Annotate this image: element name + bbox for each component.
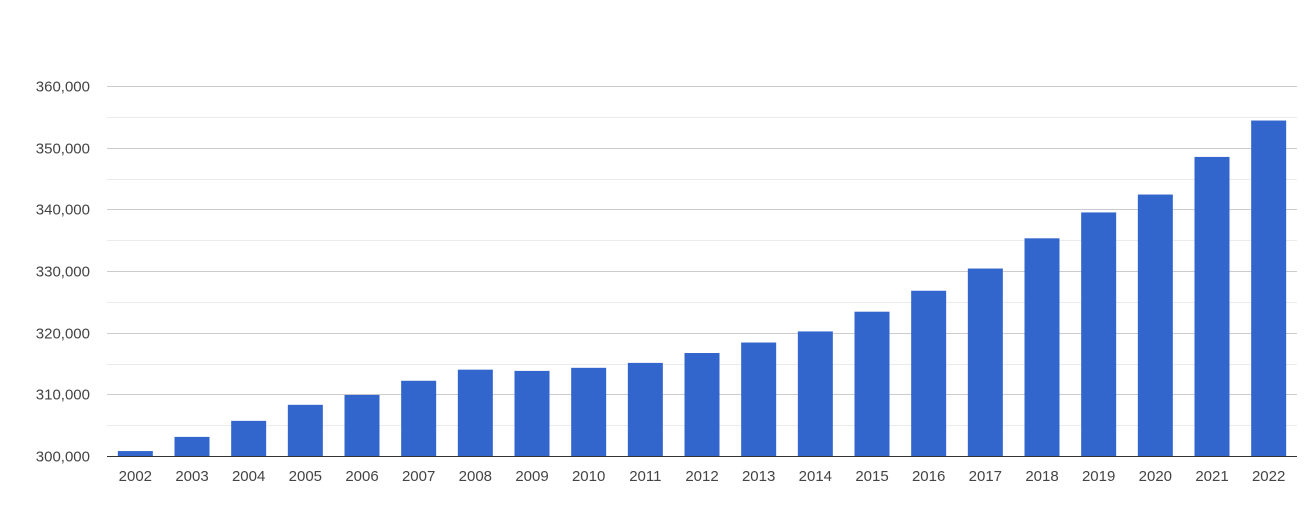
x-tick-label: 2002 (119, 468, 152, 485)
x-tick-label: 2006 (345, 468, 378, 485)
x-tick-label: 2015 (855, 468, 888, 485)
x-tick-label: 2017 (969, 468, 1002, 485)
bar-2019 (1081, 212, 1117, 456)
y-tick-label: 300,000 (36, 449, 90, 466)
x-tick-label: 2011 (629, 468, 661, 485)
bar-2004 (231, 420, 267, 456)
x-tick-label: 2018 (1025, 468, 1058, 485)
bar-2018 (1024, 238, 1060, 456)
x-tick-label: 2010 (572, 468, 605, 485)
x-tick-label: 2013 (742, 468, 775, 485)
bars (117, 120, 1287, 457)
x-tick-label: 2005 (289, 468, 322, 485)
x-tick-label: 2019 (1082, 468, 1115, 485)
y-tick-label: 330,000 (36, 264, 90, 281)
x-tick-label: 2004 (232, 468, 265, 485)
bar-2006 (344, 394, 380, 456)
bar-2021 (1194, 156, 1230, 456)
y-axis-tick-labels: 300,000 310,000 320,000 330,000 340,000 350,0… (36, 79, 90, 466)
x-tick-label: 2012 (685, 468, 718, 485)
x-axis-tick-labels: 2002 2003 2004 2005 2006 2007 2008 2009 2010 2011… (119, 468, 1286, 485)
x-tick-label: 2020 (1139, 468, 1172, 485)
bar-2016 (911, 290, 947, 456)
bar-2002 (117, 451, 153, 456)
x-tick-label: 2003 (175, 468, 208, 485)
bar-2017 (967, 268, 1003, 456)
bar-2005 (287, 404, 323, 456)
bar-2014 (797, 331, 833, 456)
x-tick-label: 2014 (799, 468, 832, 485)
bar-2010 (571, 367, 607, 456)
bar-2020 (1137, 194, 1173, 457)
bar-2003 (174, 436, 210, 456)
bar-2008 (457, 369, 493, 456)
y-tick-label: 320,000 (36, 326, 90, 343)
y-tick-label: 340,000 (36, 202, 90, 219)
x-tick-label: 2008 (459, 468, 492, 485)
y-tick-label: 310,000 (36, 387, 90, 404)
bar-2009 (514, 370, 550, 456)
x-tick-label: 2016 (912, 468, 945, 485)
y-tick-label: 360,000 (36, 79, 90, 96)
bar-2007 (401, 380, 437, 456)
x-tick-label: 2009 (515, 468, 548, 485)
bar-2013 (741, 342, 777, 456)
bar-2015 (854, 311, 890, 456)
bar-2012 (684, 353, 720, 456)
y-tick-label: 350,000 (36, 141, 90, 158)
grid-lines (107, 86, 1297, 426)
x-tick-label: 2021 (1195, 468, 1228, 485)
bar-2022 (1251, 120, 1287, 457)
x-tick-label: 2022 (1252, 468, 1285, 485)
bar-2011 (627, 362, 663, 456)
x-tick-label: 2007 (402, 468, 435, 485)
